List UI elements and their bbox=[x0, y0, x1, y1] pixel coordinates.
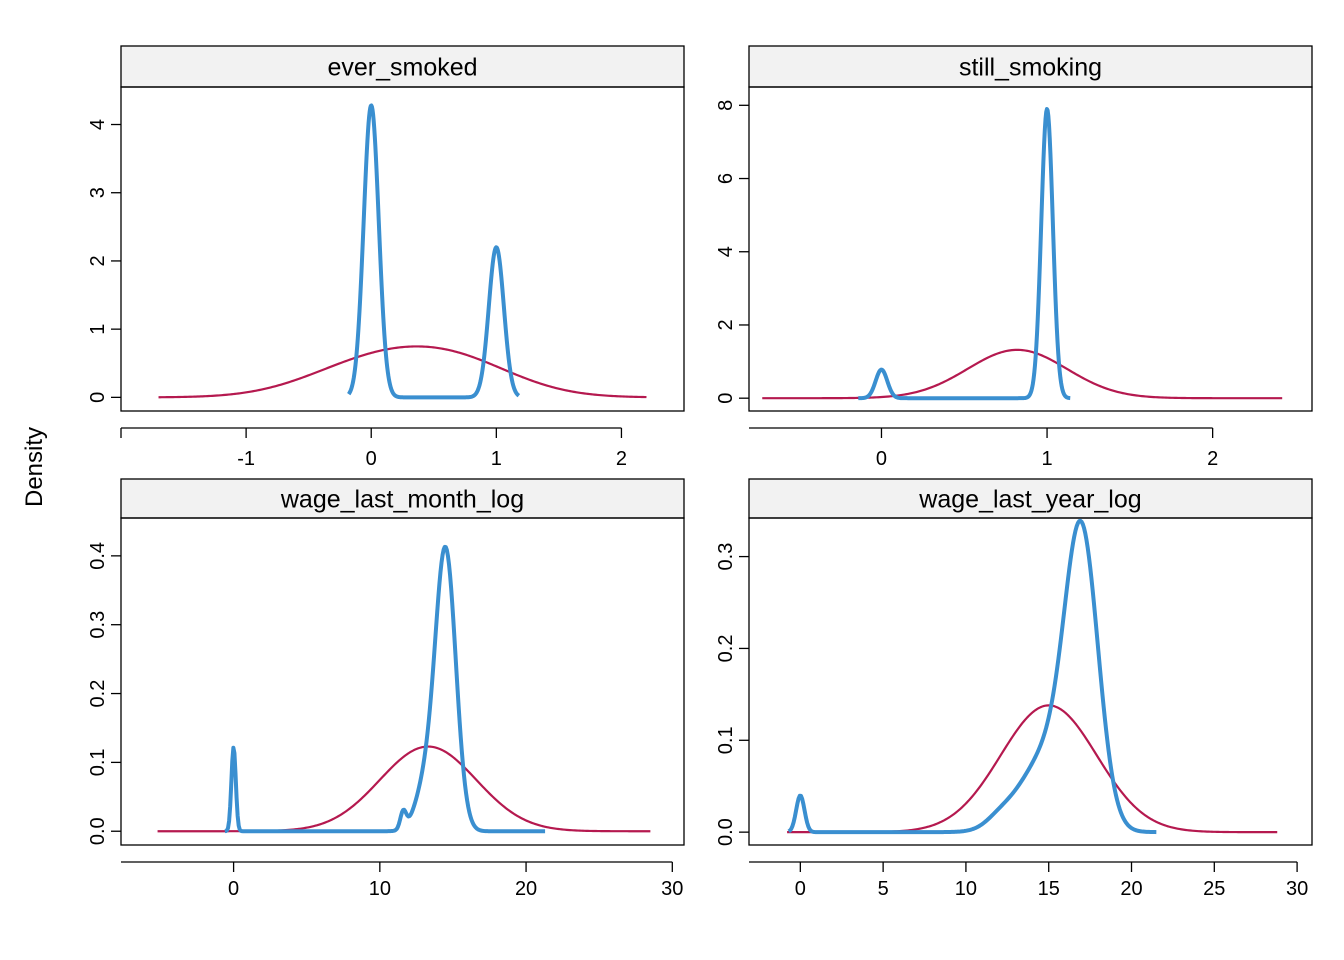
x-tick-label: 30 bbox=[1286, 878, 1308, 900]
y-tick-label: 0.0 bbox=[715, 818, 737, 846]
y-tick-label: 4 bbox=[715, 246, 737, 257]
y-tick-label: 2 bbox=[87, 255, 109, 266]
y-tick-label: 0 bbox=[715, 393, 737, 404]
y-tick-label: 1 bbox=[87, 324, 109, 335]
plot-frame bbox=[748, 517, 1313, 846]
y-tick-label: 0.2 bbox=[715, 635, 737, 663]
x-tick-label: 5 bbox=[878, 878, 889, 900]
x-tick-label: 2 bbox=[616, 448, 627, 470]
plot-frame bbox=[748, 86, 1313, 412]
x-tick-label: -1 bbox=[237, 448, 255, 470]
x-tick-label: 20 bbox=[1120, 878, 1142, 900]
panel-strip: wage_last_month_log bbox=[120, 478, 685, 519]
x-tick-label: 1 bbox=[1041, 448, 1052, 470]
imputed-density-line bbox=[762, 348, 1283, 400]
y-tick-label: 0 bbox=[87, 392, 109, 403]
y-tick-label: 6 bbox=[715, 173, 737, 184]
x-tick-label: 30 bbox=[661, 878, 683, 900]
panel-strip-background bbox=[748, 45, 1313, 88]
panel-strip-background bbox=[748, 478, 1313, 519]
y-tick-label: 4 bbox=[87, 119, 109, 130]
panel-wage-last-month-log: wage_last_month_log 0.0 0.1 0.2 0.3 0.4 0 10 20… bbox=[87, 478, 685, 900]
panel-title: ever_smoked bbox=[327, 54, 477, 82]
x-tick-label: 10 bbox=[955, 878, 977, 900]
y-tick-label: 2 bbox=[715, 319, 737, 330]
plot-frame bbox=[120, 517, 685, 846]
x-tick-label: 1 bbox=[491, 448, 502, 470]
y-tick-label: 0.3 bbox=[715, 543, 737, 571]
y-axis-label: Density bbox=[21, 427, 48, 507]
imputed-density-line bbox=[787, 704, 1278, 834]
panel-still-smoking: still_smoking 0 2 4 6 8 0 1 2 bbox=[715, 45, 1313, 470]
panel-strip-background bbox=[120, 45, 685, 88]
panel-strip-background bbox=[120, 478, 685, 519]
panel-wage-last-year-log: wage_last_year_log 0.0 0.1 0.2 0.3 0 5 10 15 20 2… bbox=[715, 478, 1313, 900]
y-tick-label: 3 bbox=[87, 187, 109, 198]
x-tick-label: 10 bbox=[369, 878, 391, 900]
panel-strip: ever_smoked bbox=[120, 45, 685, 88]
observed-density-line bbox=[787, 518, 1158, 835]
observed-density-line bbox=[856, 107, 1072, 401]
y-tick-label: 0.3 bbox=[87, 611, 109, 639]
x-tick-label: 2 bbox=[1207, 448, 1218, 470]
panel-ever-smoked: ever_smoked 0 1 2 3 4 -1 0 1 2 bbox=[87, 45, 685, 470]
y-tick-label: 0.1 bbox=[87, 748, 109, 776]
x-tick-label: 15 bbox=[1038, 878, 1060, 900]
panel-strip: still_smoking bbox=[748, 45, 1313, 88]
x-tick-label: 0 bbox=[228, 878, 239, 900]
y-tick-label: 0.2 bbox=[87, 680, 109, 708]
y-tick-label: 0.0 bbox=[87, 817, 109, 845]
y-tick-label: 8 bbox=[715, 100, 737, 111]
x-tick-label: 0 bbox=[366, 448, 377, 470]
plot-frame bbox=[120, 86, 685, 412]
panel-strip: wage_last_year_log bbox=[748, 478, 1313, 519]
x-tick-label: 20 bbox=[515, 878, 537, 900]
observed-density-line bbox=[347, 103, 521, 400]
panel-title: wage_last_year_log bbox=[918, 486, 1141, 514]
x-tick-label: 25 bbox=[1203, 878, 1225, 900]
observed-density-line bbox=[223, 544, 547, 834]
y-tick-label: 0.1 bbox=[715, 726, 737, 754]
y-tick-label: 0.4 bbox=[87, 542, 109, 570]
x-tick-label: 0 bbox=[795, 878, 806, 900]
panel-title: still_smoking bbox=[959, 54, 1102, 82]
panel-title: wage_last_month_log bbox=[280, 486, 524, 514]
x-tick-label: 0 bbox=[876, 448, 887, 470]
imputed-density-line bbox=[158, 345, 647, 399]
